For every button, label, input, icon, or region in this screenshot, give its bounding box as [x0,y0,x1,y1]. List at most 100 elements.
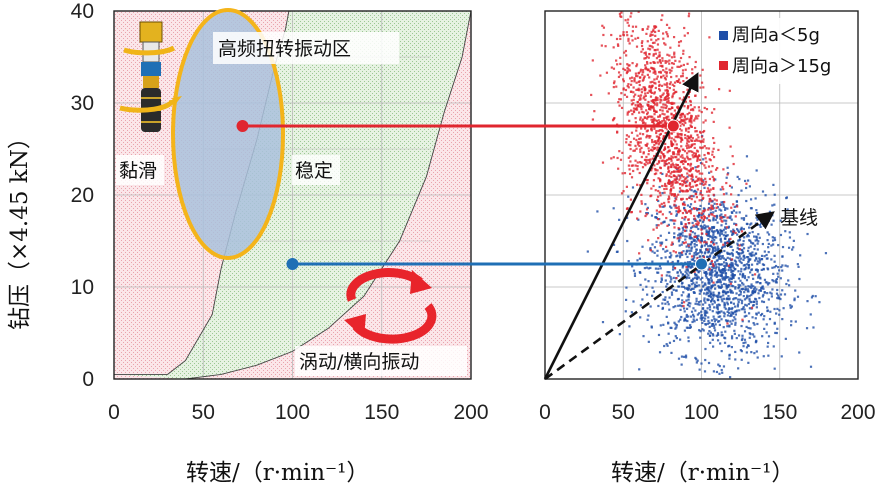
scatter-point [640,91,644,94]
scatter-point [684,118,688,121]
scatter-point [677,44,681,47]
scatter-point [772,280,775,283]
scatter-point [639,68,643,71]
scatter-point [633,77,636,80]
scatter-point [676,237,679,240]
scatter-point [694,169,698,172]
scatter-point [698,312,701,315]
scatter-point [660,241,664,244]
scatter-point [712,241,715,244]
scatter-point [712,324,716,327]
scatter-point [732,298,735,301]
scatter-point [758,257,761,260]
scatter-point [775,312,778,315]
scatter-point [671,66,674,69]
scatter-point [669,81,672,84]
scatter-point [724,214,727,217]
scatter-point [691,230,694,234]
scatter-point [702,121,705,124]
scatter-point [699,161,703,165]
scatter-point [751,290,754,293]
scatter-point [756,281,759,284]
scatter-point [663,146,667,149]
scatter-point [659,114,662,117]
scatter-point [636,36,640,40]
scatter-point [690,264,694,267]
scatter-point [670,144,674,148]
scatter-point [670,351,673,354]
scatter-point [702,329,705,332]
scatter-point [730,261,733,264]
scatter-point [683,26,686,30]
scatter-point [724,264,727,267]
scatter-point [610,33,613,37]
scatter-point [659,194,662,197]
scatter-point [705,291,709,294]
scatter-point [697,106,701,109]
scatter-point [735,256,738,259]
scatter-point [682,291,685,294]
scatter-point [685,189,688,192]
scatter-point [709,270,712,273]
scatter-point [632,98,635,101]
scatter-point [657,80,661,83]
scatter-point [678,238,681,241]
scatter-point [671,94,674,97]
scatter-point [663,98,666,101]
scatter-point [790,305,794,308]
scatter-point [653,98,657,102]
scatter-point [713,301,716,304]
scatter-point [748,239,751,242]
scatter-point [735,223,738,227]
scatter-point [660,129,663,132]
scatter-point [629,15,632,18]
scatter-point [751,242,754,245]
scatter-point [695,358,698,361]
scatter-point [691,277,695,280]
scatter-point [687,298,690,301]
scatter-point [629,83,633,86]
scatter-point [661,184,664,188]
scatter-point [730,186,733,189]
scatter-point [676,153,679,156]
scatter-point [755,209,758,212]
scatter-point [744,303,747,306]
scatter-point [693,200,697,203]
scatter-point [710,286,713,289]
scatter-point [745,304,748,307]
scatter-point [730,301,733,304]
scatter-point [728,253,732,256]
scatter-point [753,254,756,257]
scatter-point [681,253,684,256]
scatter-point [676,181,679,184]
scatter-point [661,120,664,123]
scatter-point [650,128,653,131]
scatter-point [667,99,670,103]
scatter-point [736,303,740,306]
scatter-point [713,293,716,296]
scatter-point [680,189,683,192]
scatter-point [702,215,706,218]
scatter-point [686,189,690,193]
scatter-point [694,117,697,120]
scatter-point [619,37,622,41]
scatter-point [761,190,765,193]
scatter-point [629,140,632,144]
scatter-point [664,78,667,81]
scatter-point [695,196,698,199]
scatter-point [776,327,779,330]
scatter-point [700,213,703,217]
scatter-point [733,259,737,262]
scatter-point [713,238,716,242]
scatter-point [693,232,697,235]
scatter-point [705,160,708,163]
scatter-point [670,278,673,281]
scatter-point [696,188,700,191]
scatter-point [673,147,677,150]
scatter-point [682,49,685,52]
scatter-point [750,351,753,354]
scatter-point [731,155,734,158]
scatter-point [704,317,707,320]
scatter-point [696,170,699,173]
scatter-point [712,230,715,233]
